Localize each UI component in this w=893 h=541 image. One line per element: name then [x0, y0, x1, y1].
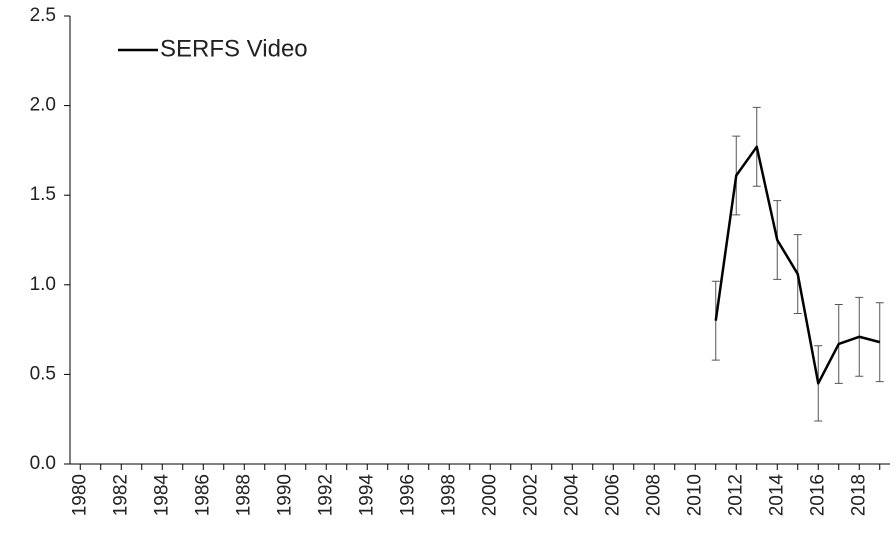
y-tick-label: 2.0: [30, 95, 56, 116]
x-tick-label: 2016: [807, 474, 828, 516]
x-tick-label: 1986: [192, 474, 213, 516]
y-tick-label: 0.5: [30, 363, 56, 384]
y-tick-label: 2.5: [30, 5, 56, 26]
x-tick-label: 1988: [233, 474, 254, 516]
data-line: [714, 145, 881, 385]
x-tick-label: 1998: [438, 474, 459, 516]
x-tick-label: 1992: [315, 474, 336, 516]
x-tick-label: 1982: [110, 474, 131, 516]
x-tick-label: 2000: [479, 474, 500, 516]
y-tick-label: 0.0: [30, 453, 56, 474]
x-tick-label: 1994: [356, 474, 377, 517]
y-tick-label: 1.0: [30, 274, 56, 295]
x-tick-label: 1984: [151, 474, 172, 517]
x-tick-label: 1990: [274, 474, 295, 516]
x-tick-label: 2018: [848, 474, 869, 516]
y-tick-label: 1.5: [30, 184, 56, 205]
x-tick-label: 2006: [602, 474, 623, 516]
x-tick-label: 1996: [397, 474, 418, 516]
x-tick-label: 2010: [684, 474, 705, 516]
x-tick-label: 2012: [725, 474, 746, 516]
x-tick-label: 2008: [643, 474, 664, 516]
x-tick-label: 2004: [561, 474, 582, 517]
x-tick-label: 1980: [69, 474, 90, 516]
x-tick-label: 2014: [766, 474, 787, 517]
legend-label: SERFS Video: [160, 35, 308, 62]
x-tick-label: 2002: [520, 474, 541, 516]
